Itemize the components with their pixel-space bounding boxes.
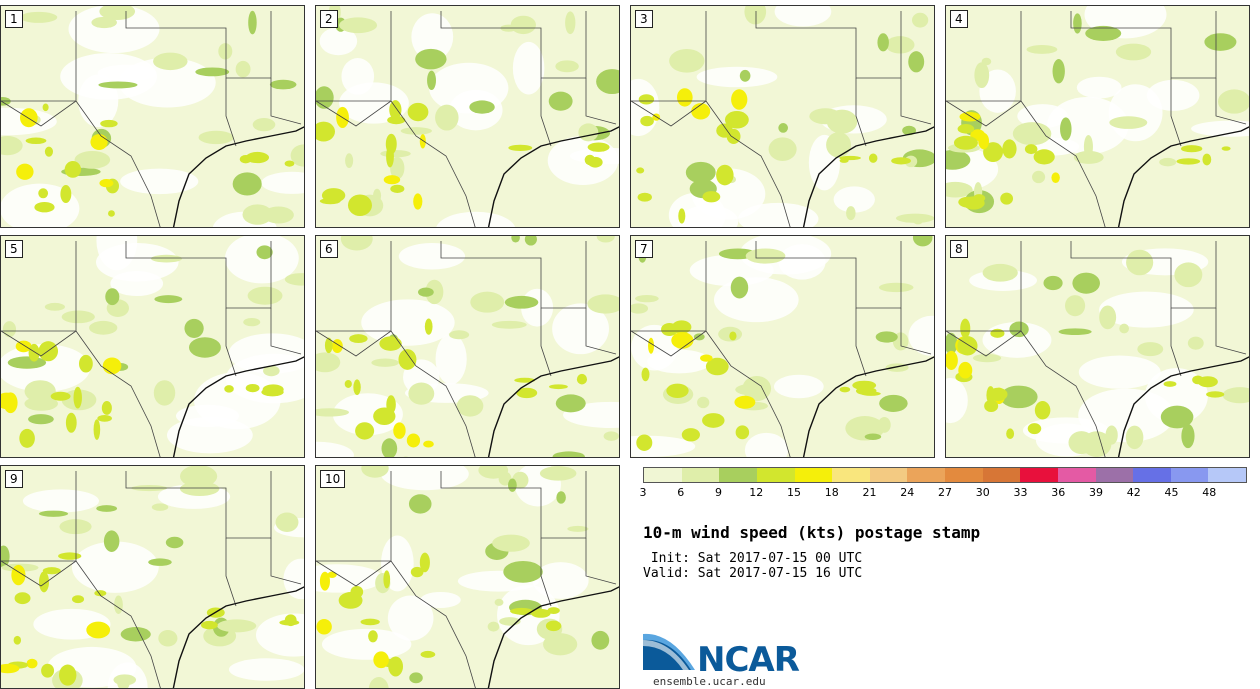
color-scale-tick-label: 6 [677, 486, 685, 499]
color-bin-2 [719, 468, 757, 482]
color-bin-11 [1057, 468, 1096, 482]
member-panel-9: 9 [0, 465, 305, 689]
color-scale-tick-label: 39 [1089, 486, 1103, 499]
member-panel-3: 3 [630, 5, 935, 228]
color-scale-tick-label: 45 [1164, 486, 1179, 499]
ncar-logo-text: NCAR [697, 640, 800, 680]
member-panel-2: 2 [315, 5, 620, 228]
color-scale-tick-label: 24 [900, 486, 915, 499]
color-bin-15 [1208, 468, 1246, 482]
color-bin-8 [945, 468, 983, 482]
member-number-label: 6 [320, 240, 338, 258]
member-panel-10: 10 [315, 465, 620, 689]
wind-speed-map [1, 236, 304, 457]
wind-speed-map [631, 236, 934, 457]
figure-title: 10-m wind speed (kts) postage stamp [643, 523, 981, 542]
wind-speed-map [1, 466, 304, 688]
color-bin-7 [907, 468, 945, 482]
wind-speed-map [631, 6, 934, 227]
color-scale-tick-label: 12 [749, 486, 764, 499]
color-bin-5 [832, 468, 870, 482]
color-scale-tick-label: 9 [715, 486, 722, 499]
ncar-logo-icon [643, 633, 695, 670]
valid-time: Valid: Sat 2017-07-15 16 UTC [643, 566, 863, 581]
color-scale-tick-label: 27 [938, 486, 952, 499]
color-bin-14 [1170, 468, 1209, 482]
member-number-label: 3 [635, 10, 653, 28]
color-bin-13 [1133, 468, 1171, 482]
wind-speed-map [946, 6, 1249, 227]
member-number-label: 8 [950, 240, 968, 258]
color-bin-12 [1095, 468, 1134, 482]
color-scale-bar [643, 467, 1247, 483]
wind-speed-map [316, 466, 619, 688]
member-number-label: 7 [635, 240, 653, 258]
color-scale-tick-label: 30 [975, 486, 990, 499]
member-number-label: 1 [5, 10, 23, 28]
color-bin-10 [1020, 468, 1058, 482]
member-panel-4: 4 [945, 5, 1250, 228]
member-panel-5: 5 [0, 235, 305, 458]
color-scale-tick-label: 36 [1051, 486, 1066, 499]
member-number-label: 10 [320, 470, 346, 488]
color-bin-6 [869, 468, 908, 482]
color-bin-3 [756, 468, 795, 482]
color-scale-tick-label: 42 [1126, 486, 1141, 499]
color-scale-tick-label: 3 [639, 486, 647, 499]
color-bin-1 [681, 468, 720, 482]
color-scale-tick-label: 33 [1013, 486, 1028, 499]
member-number-label: 2 [320, 10, 338, 28]
color-scale-tick-label: 21 [862, 486, 877, 499]
member-number-label: 4 [950, 10, 968, 28]
init-time: Init: Sat 2017-07-15 00 UTC [643, 551, 863, 566]
color-bin-9 [982, 468, 1021, 482]
member-panel-6: 6 [315, 235, 620, 458]
site-url[interactable]: ensemble.ucar.edu [653, 675, 766, 688]
member-number-label: 5 [5, 240, 23, 258]
color-scale-tick-label: 15 [787, 486, 801, 499]
member-panel-1: 1 [0, 5, 305, 228]
member-panel-8: 8 [945, 235, 1250, 458]
member-panel-7: 7 [630, 235, 935, 458]
color-bin-0 [644, 468, 682, 482]
color-scale-tick-label: 48 [1202, 486, 1217, 499]
color-bin-4 [794, 468, 833, 482]
member-number-label: 9 [5, 470, 23, 488]
wind-speed-map [316, 6, 619, 227]
wind-speed-map [316, 236, 619, 457]
color-scale-tick-label: 18 [824, 486, 839, 499]
wind-speed-map [946, 241, 1249, 457]
wind-speed-map [1, 6, 304, 227]
